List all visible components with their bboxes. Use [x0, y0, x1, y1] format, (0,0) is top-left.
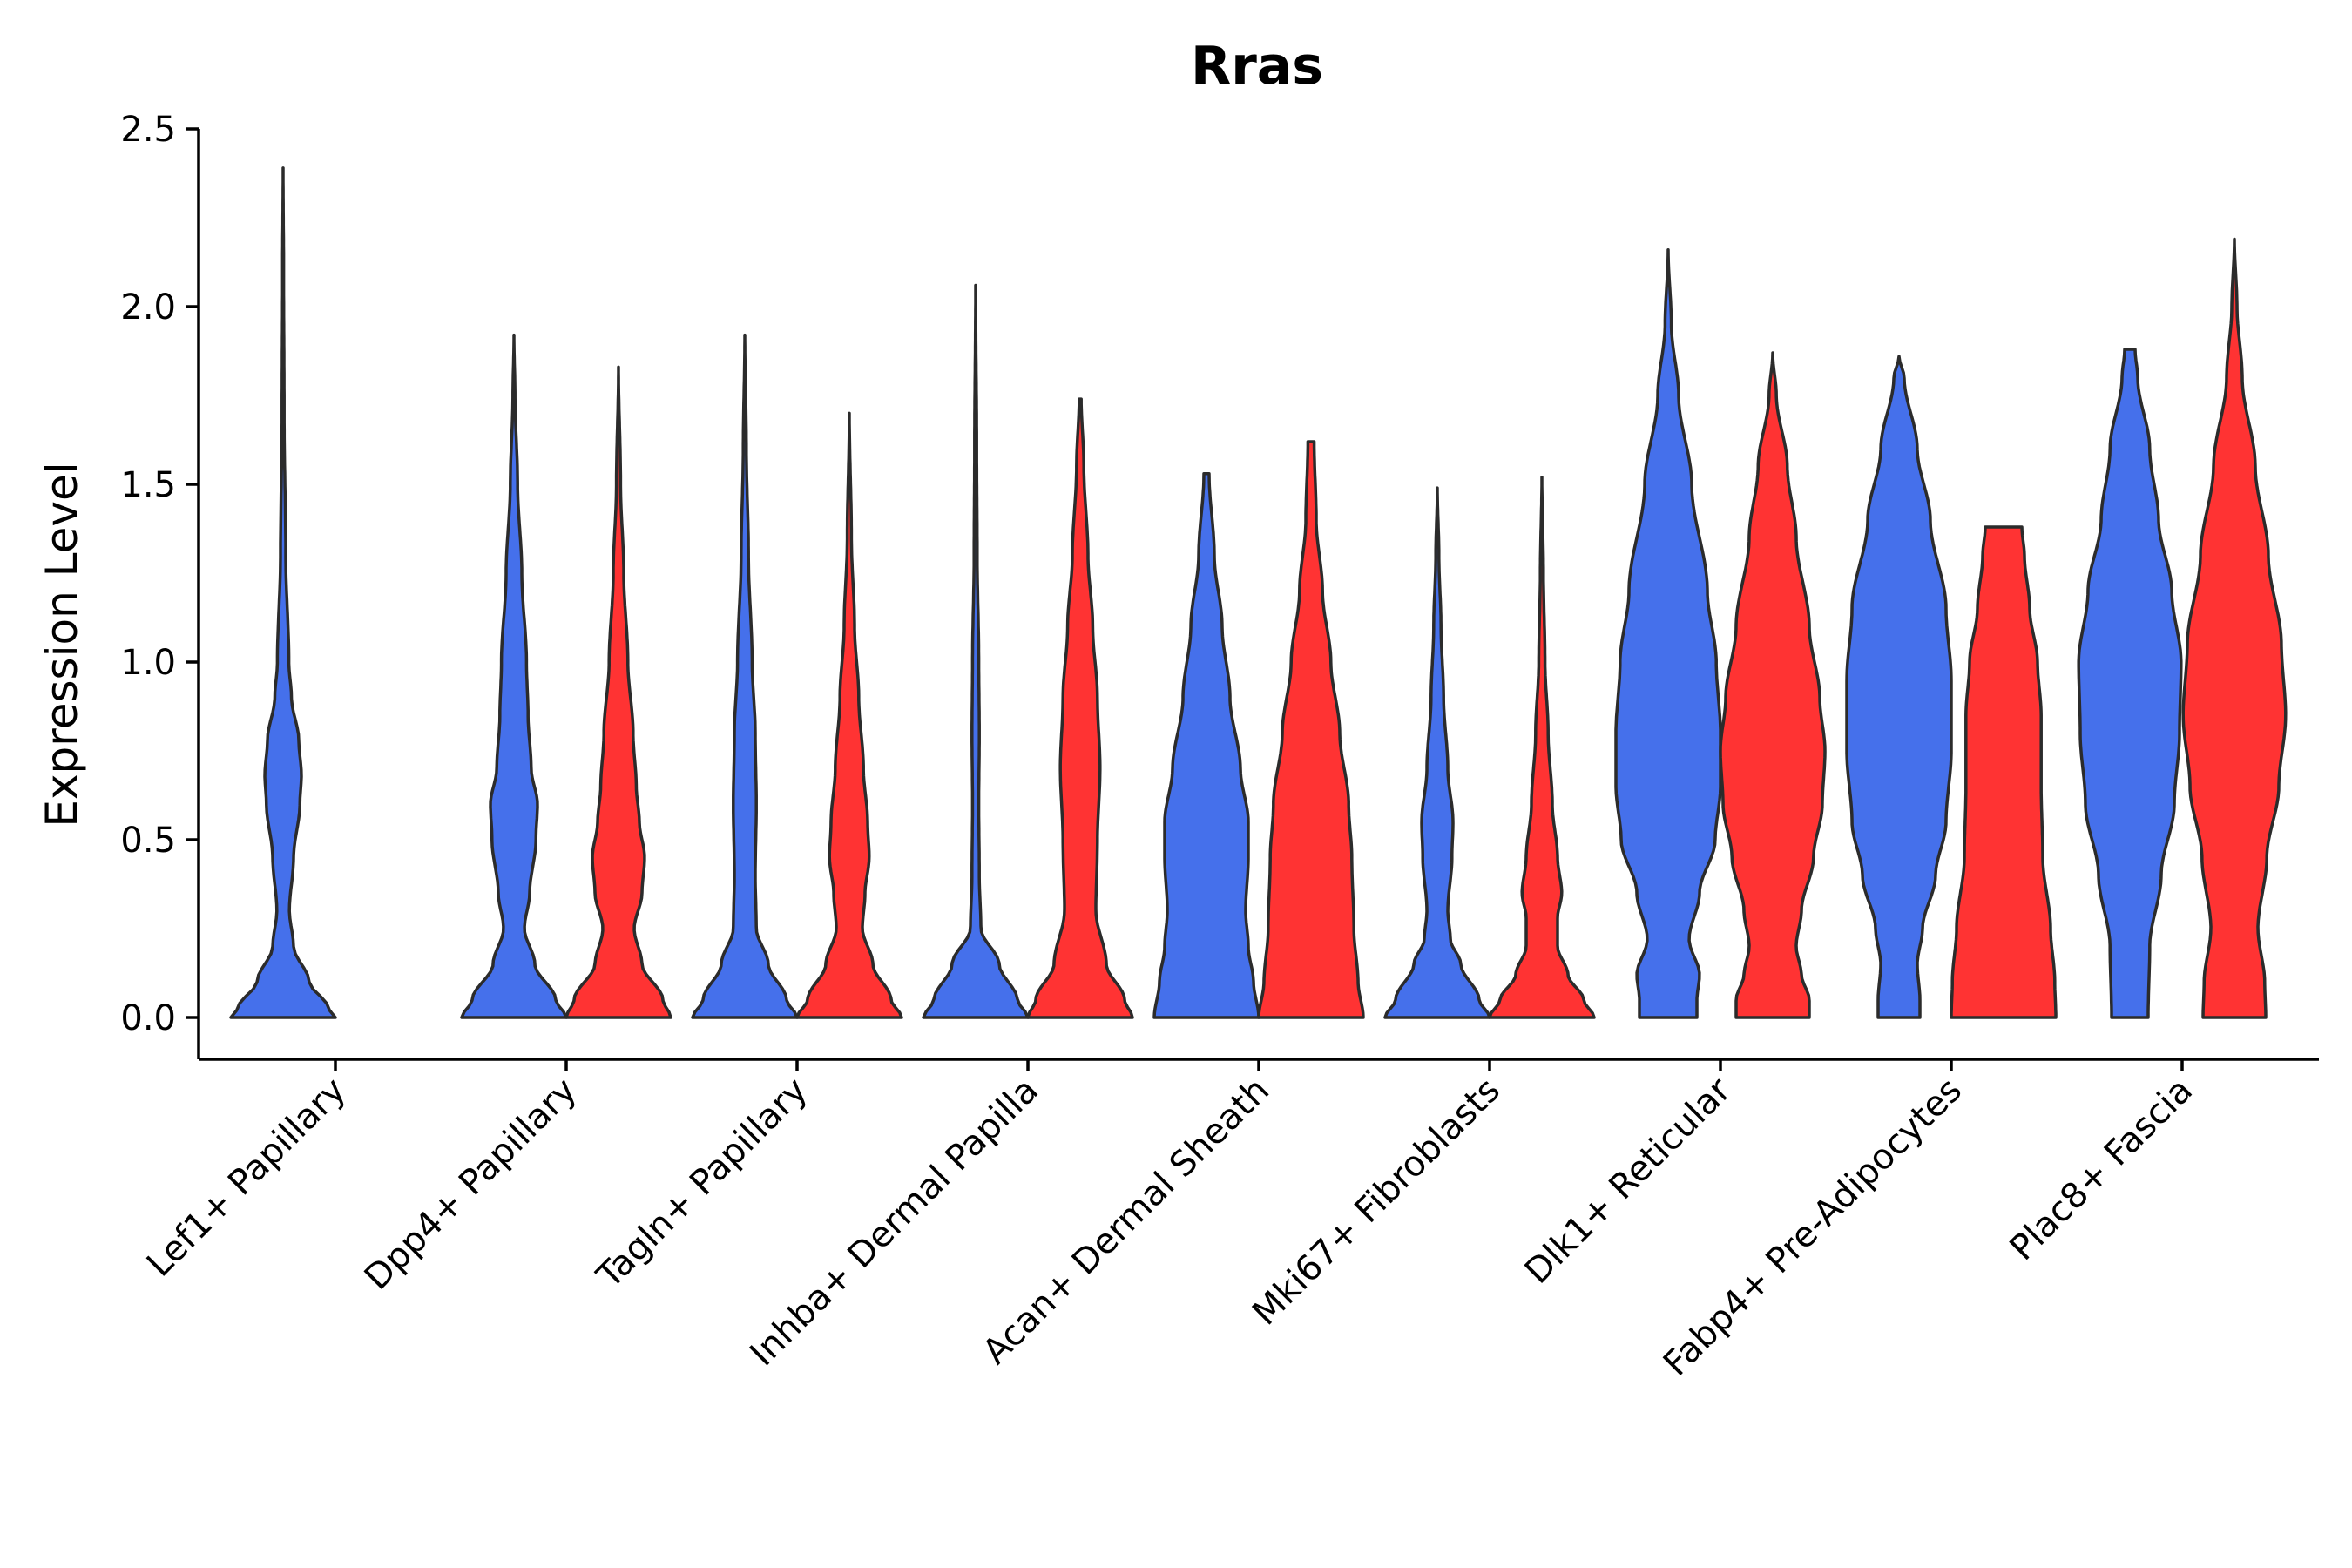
- x-tick-label: Plac8+ Fascia: [2003, 1071, 2201, 1269]
- violin-2-group1: [460, 333, 568, 1019]
- x-tick-label: Mki67+ Fibroblasts: [1245, 1071, 1508, 1334]
- violin-group: [229, 166, 2288, 1019]
- x-tick-label: Dpp4+ Papillary: [357, 1071, 585, 1298]
- violin-4-group2: [1026, 397, 1134, 1019]
- violin-6-group2: [1488, 476, 1596, 1019]
- y-tick-label: 1.5: [120, 465, 176, 505]
- violin-3-group2: [795, 411, 903, 1019]
- y-tick-label: 2.5: [120, 110, 176, 150]
- y-axis-label: Expression Level: [37, 462, 87, 827]
- violin-7-group1: [1614, 247, 1722, 1019]
- violin-2-group2: [564, 365, 672, 1019]
- violin-9-group2: [2181, 237, 2288, 1019]
- violin-5-group1: [1152, 472, 1260, 1019]
- violin-4-group1: [922, 283, 1030, 1019]
- violin-1-group1: [229, 166, 337, 1019]
- x-tick-label: Dlk1+ Reticular: [1517, 1070, 1740, 1292]
- y-tick-label: 2.0: [120, 287, 176, 328]
- violin-5-group2: [1257, 440, 1365, 1019]
- violin-9-group1: [2077, 348, 2183, 1019]
- y-tick-label: 1.0: [120, 643, 176, 683]
- violin-8-group1: [1845, 355, 1953, 1019]
- x-tick-label: Tagln+ Papillary: [589, 1071, 815, 1297]
- x-tick-label: Lef1+ Papillary: [139, 1071, 354, 1285]
- violin-6-group1: [1383, 486, 1491, 1019]
- y-tick-label: 0.0: [120, 998, 176, 1038]
- violin-8-group2: [1950, 525, 2058, 1019]
- violin-7-group2: [1719, 351, 1827, 1019]
- violin-3-group1: [691, 333, 799, 1019]
- y-tick-label: 0.5: [120, 821, 176, 861]
- chart-title: Rras: [1191, 36, 1323, 97]
